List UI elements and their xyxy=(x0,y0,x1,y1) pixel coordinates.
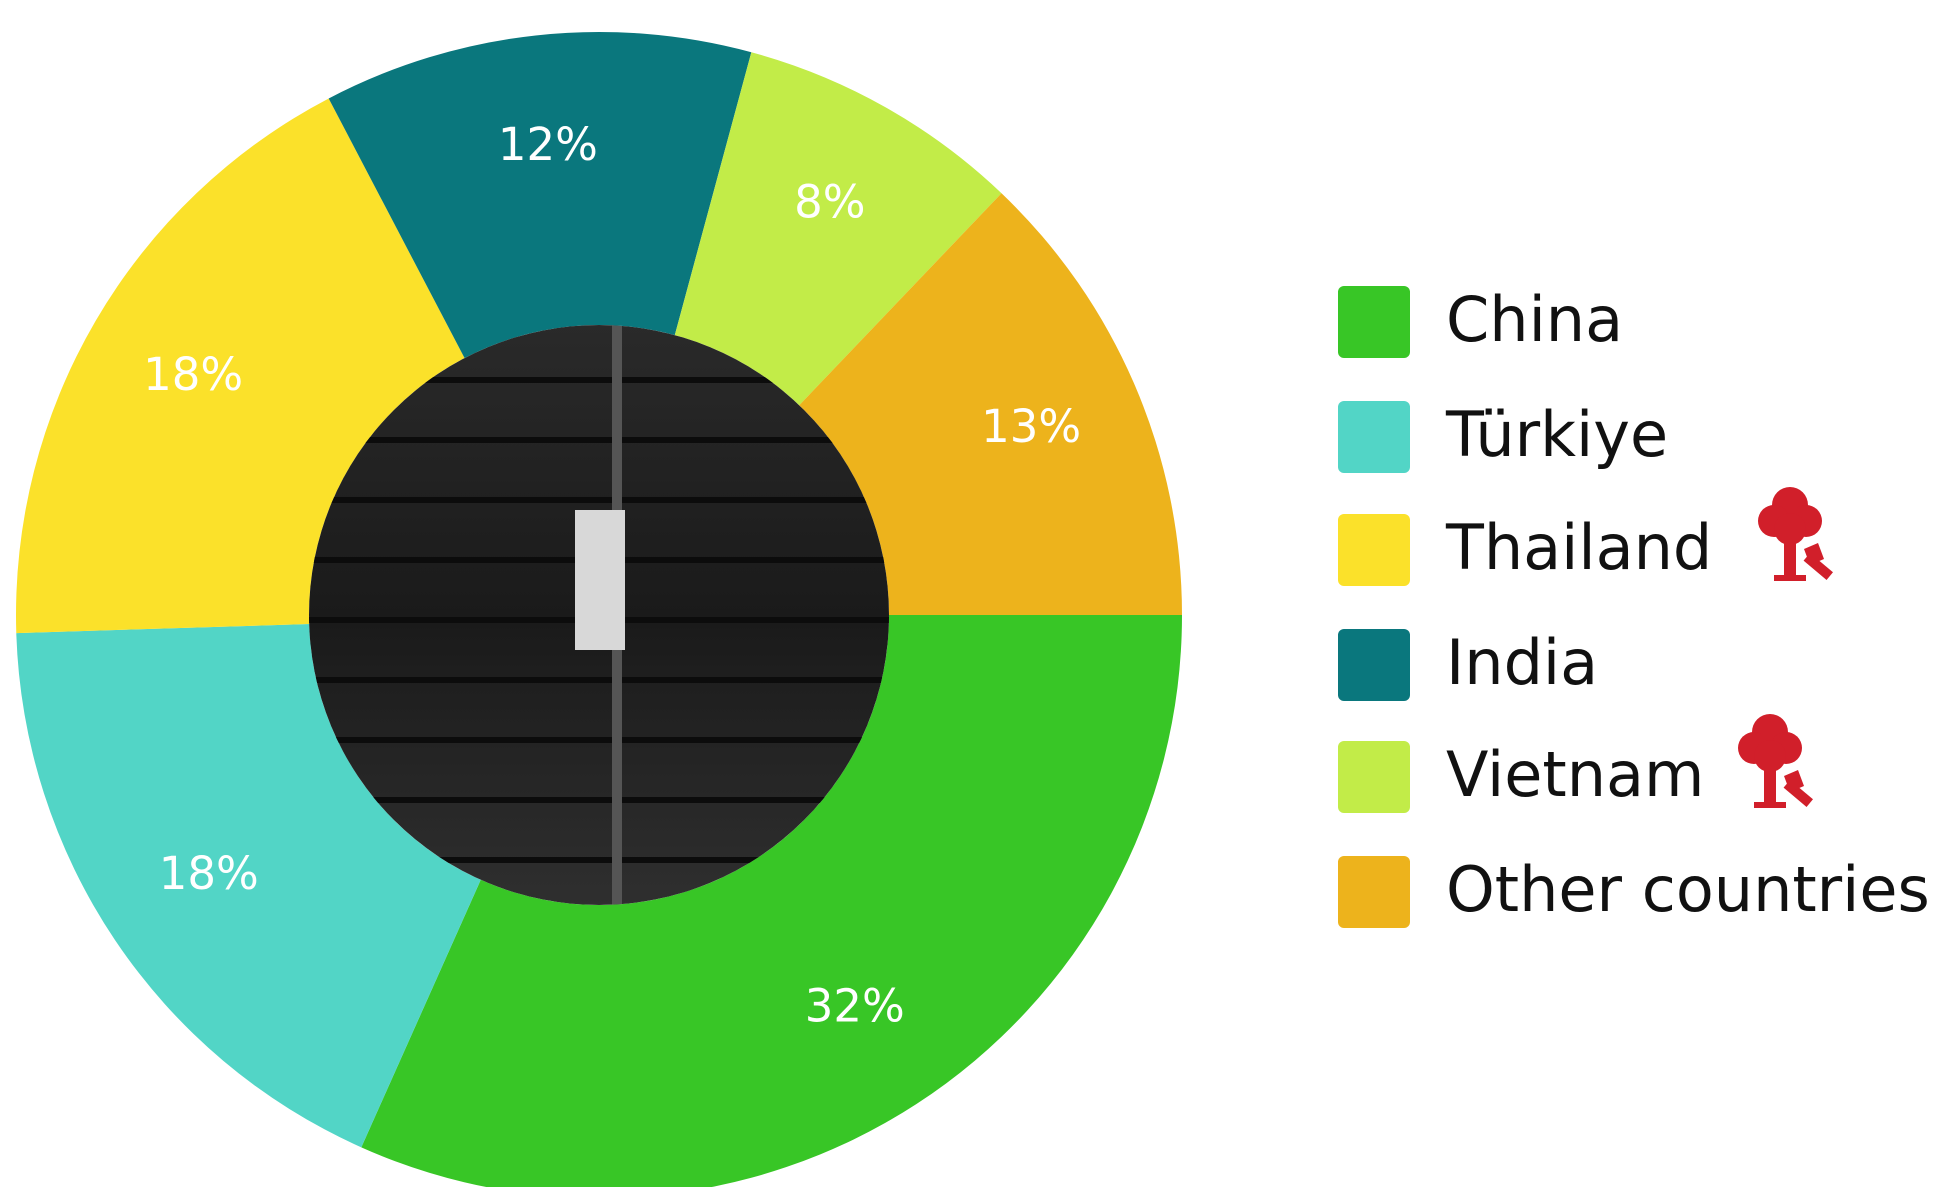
slice xyxy=(15,98,465,634)
value-label: 18% xyxy=(143,348,243,401)
legend-swatch xyxy=(1338,401,1410,473)
legend-label: India xyxy=(1446,626,1598,699)
value-label: 32% xyxy=(805,979,905,1032)
value-label: 13% xyxy=(981,400,1081,453)
deforestation-icon xyxy=(1758,487,1833,581)
slice xyxy=(674,52,1002,406)
legend-swatch xyxy=(1338,741,1410,813)
slice xyxy=(361,615,1182,1187)
slice xyxy=(799,193,1182,615)
legend-label: Vietnam xyxy=(1446,738,1704,811)
legend-swatch xyxy=(1338,629,1410,701)
legend-label: Thailand xyxy=(1445,511,1712,584)
slice xyxy=(16,624,481,1148)
legend: China Türkiye Thailand India Vietnam Other co… xyxy=(1338,283,1930,928)
slice xyxy=(328,31,752,359)
legend-label: Türkiye xyxy=(1445,398,1668,471)
legend-label: China xyxy=(1446,283,1623,356)
legend-swatch xyxy=(1338,856,1410,928)
value-label: 12% xyxy=(498,118,598,171)
donut: 32% 18% 18% 12% 8% 13% xyxy=(15,31,1182,1187)
center-image xyxy=(309,325,889,905)
legend-swatch xyxy=(1338,286,1410,358)
legend-swatch xyxy=(1338,514,1410,586)
legend-label: Other countries xyxy=(1446,853,1930,926)
value-label: 18% xyxy=(159,847,259,900)
deforestation-icon xyxy=(1738,714,1813,808)
value-label: 8% xyxy=(794,176,865,229)
